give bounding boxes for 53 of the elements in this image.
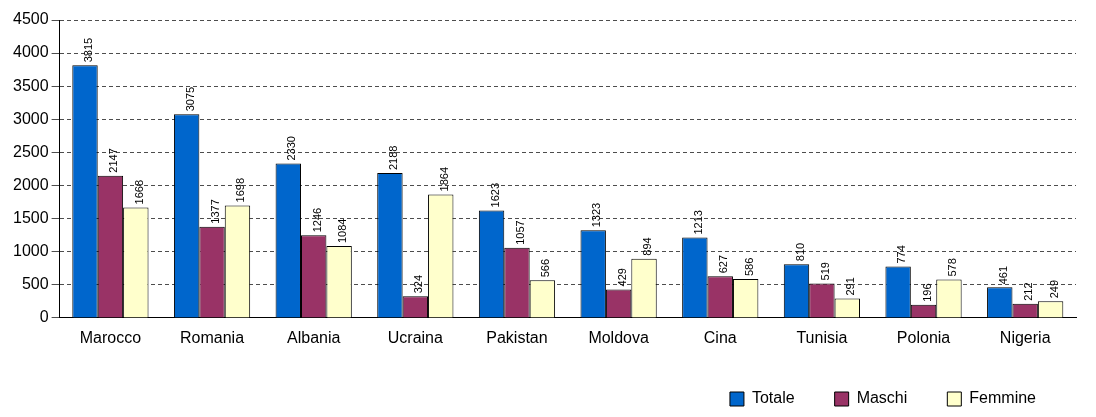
y-tick-label: 2500 [13, 142, 49, 160]
x-tick-label: Moldova [588, 328, 649, 346]
data-label: 2188 [386, 145, 399, 170]
x-tick-label: Polonia [896, 328, 951, 346]
x-tick-label: Ucraina [387, 328, 443, 346]
data-label: 1698 [234, 177, 247, 203]
y-tick-label: 4500 [13, 10, 49, 28]
data-label: 2147 [107, 148, 120, 173]
y-tick-label: 4000 [13, 43, 49, 61]
data-label: 566 [539, 258, 552, 278]
y-tick-label: 0 [39, 308, 49, 326]
data-label: 249 [1047, 279, 1060, 299]
y-tick-label: 3500 [13, 76, 49, 94]
data-label: 1323 [590, 202, 603, 228]
data-label: 1668 [132, 179, 145, 205]
data-label: 1623 [488, 182, 501, 208]
data-label: 519 [818, 262, 831, 281]
data-label: 578 [945, 258, 958, 277]
y-tick-label: 1500 [13, 208, 49, 226]
data-label: 1864 [437, 166, 450, 192]
x-tick-label: Albania [287, 328, 341, 346]
data-label: 1213 [691, 210, 704, 235]
x-tick-label: Marocco [79, 328, 142, 346]
data-label: 894 [641, 237, 654, 256]
data-label: 810 [793, 242, 806, 262]
legend-label: Totale [751, 389, 795, 407]
data-label: 291 [844, 277, 857, 296]
data-label: 1084 [336, 218, 349, 244]
x-tick-label: Cina [703, 328, 737, 346]
x-tick-label: Nigeria [999, 328, 1051, 346]
data-label: 1057 [514, 220, 527, 245]
x-tick-label: Tunisia [796, 328, 848, 346]
legend-label: Femmine [969, 389, 1037, 407]
y-tick-label: 1000 [13, 242, 49, 260]
data-label: 1377 [209, 199, 222, 224]
data-label: 212 [1022, 282, 1035, 301]
data-label: 461 [996, 265, 1009, 285]
data-label: 3815 [82, 37, 95, 63]
data-label: 627 [717, 254, 730, 274]
data-label: 586 [742, 257, 755, 277]
data-label: 3075 [183, 86, 196, 112]
y-tick-label: 2000 [13, 175, 49, 193]
y-tick-label: 3000 [13, 109, 49, 127]
x-tick-label: Pakistan [486, 328, 548, 346]
data-label: 2330 [285, 136, 298, 161]
data-label: 429 [615, 268, 628, 287]
y-tick-label: 500 [21, 275, 49, 293]
legend-label: Maschi [856, 389, 908, 407]
data-label: 196 [920, 283, 933, 302]
data-label: 324 [412, 275, 425, 294]
data-label: 1246 [310, 207, 323, 233]
data-label: 774 [895, 245, 908, 264]
x-tick-label: Romania [180, 328, 245, 346]
